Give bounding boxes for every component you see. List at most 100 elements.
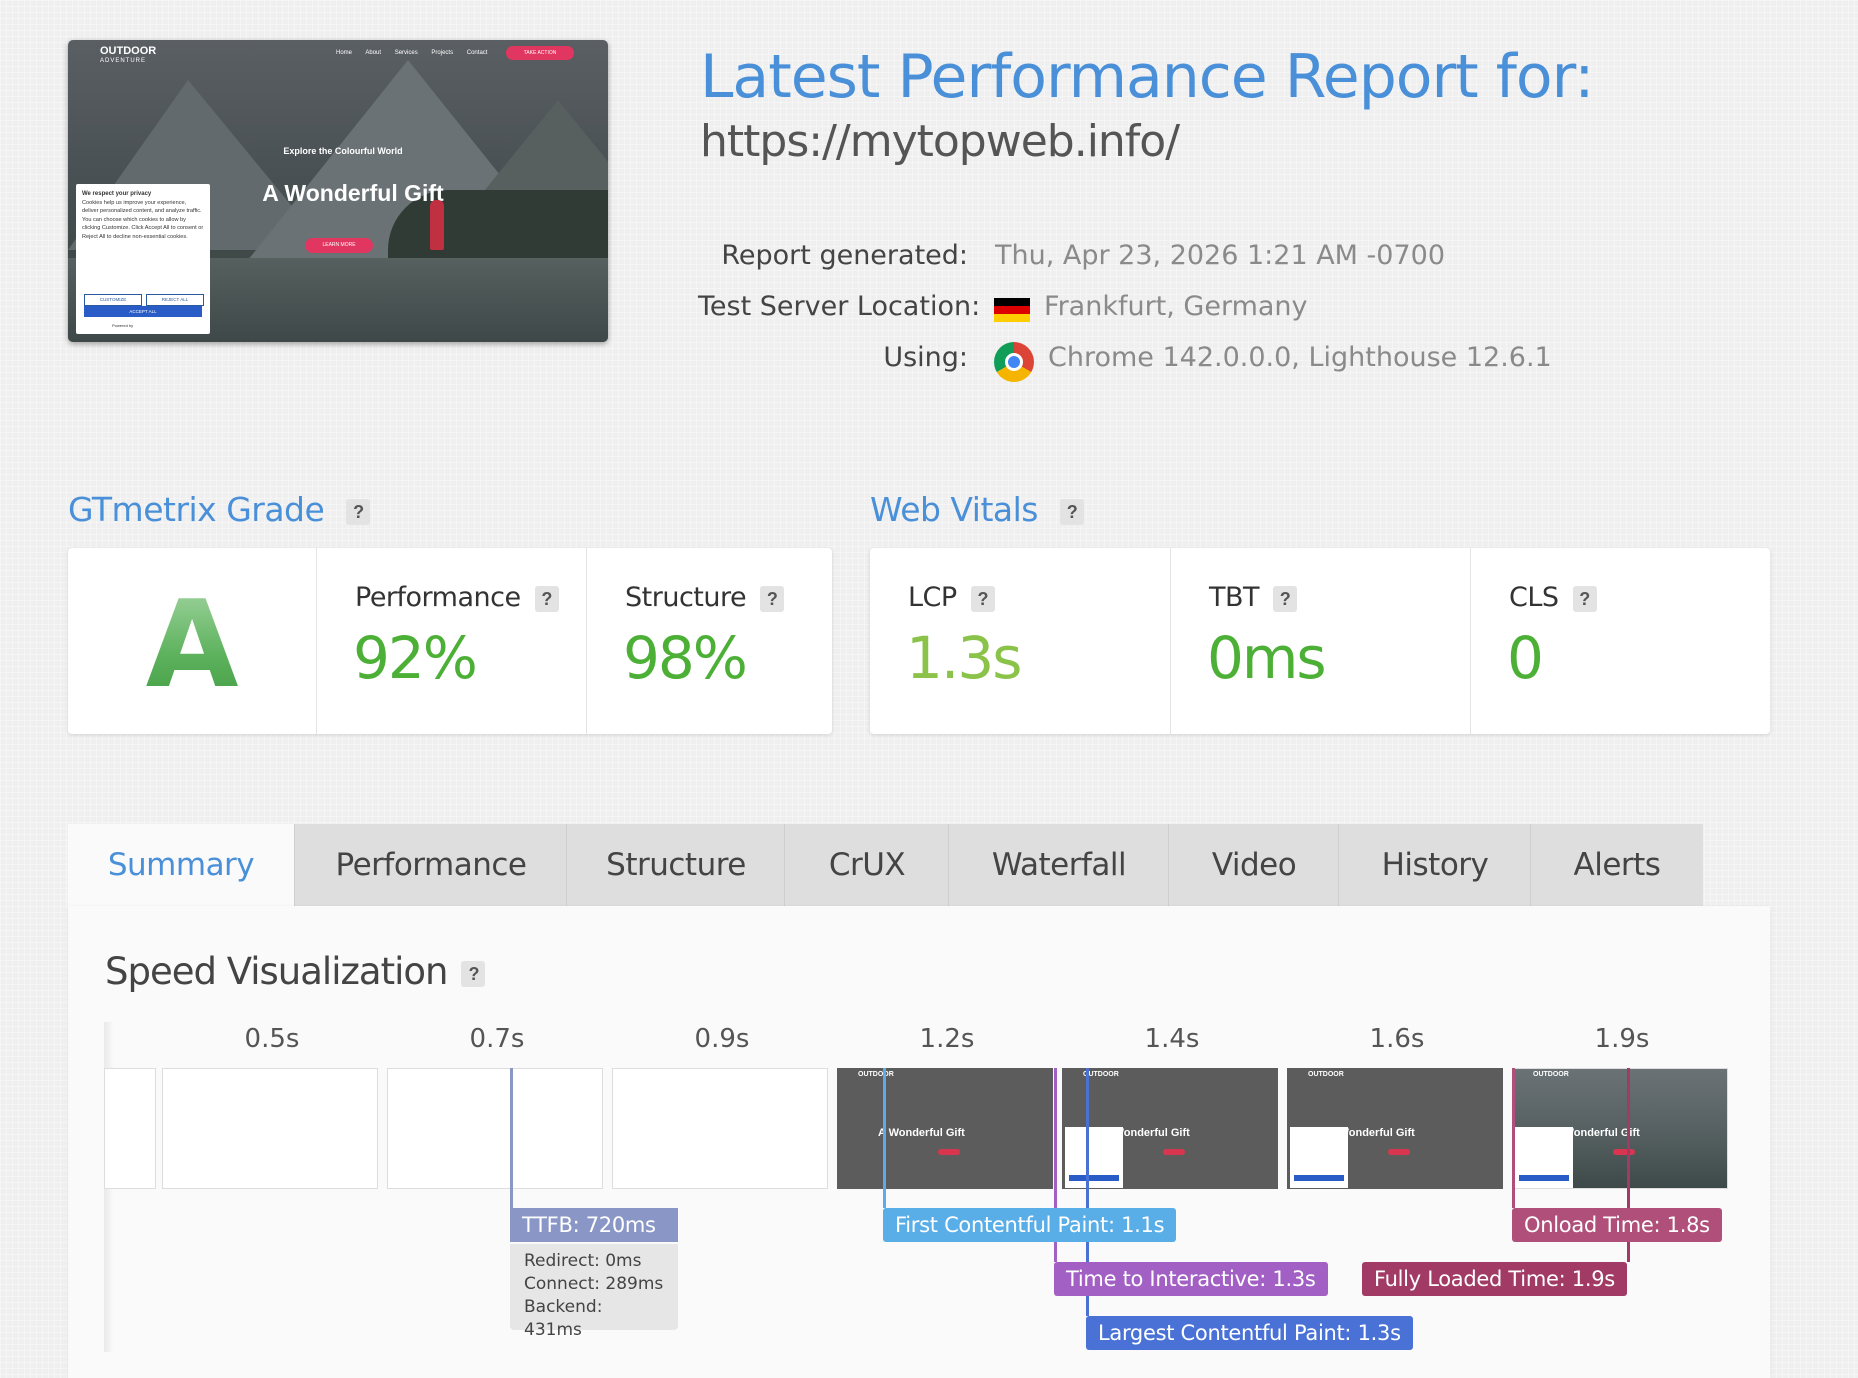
tab-performance[interactable]: Performance [294,824,567,906]
structure-label: Structure? [625,582,785,613]
tab-crux[interactable]: CrUX [784,824,949,906]
thumb-logo: OUTDOOR ADVENTURE [100,45,157,65]
cls-label-text: CLS [1509,582,1559,613]
thumb-cookie-reject: REJECT ALL [146,294,204,306]
thumb-hero-title: A Wonderful Gift [262,180,444,206]
help-icon[interactable]: ? [970,585,995,612]
tab-alerts[interactable]: Alerts [1530,824,1703,906]
web-vitals-card: LCP? 1.3s TBT? 0ms CLS? 0 [870,548,1770,734]
frame-logo: OUTDOOR [1308,1071,1344,1078]
performance-label-text: Performance [355,582,521,613]
tti-marker-line [1054,1068,1057,1262]
gtmetrix-grade-title: GTmetrix Grade [68,490,325,529]
using-value: Chrome 142.0.0.0, Lighthouse 12.6.1 [1048,342,1552,373]
tbt-label-text: TBT [1209,582,1260,613]
ttfb-redirect: Redirect: 0ms [524,1251,642,1271]
ttfb-backend: Backend: 431ms [524,1297,603,1340]
filmstrip-frame[interactable]: OUTDOOR A Wonderful Gift [837,1068,1053,1189]
performance-value: 92% [353,624,478,692]
fully-loaded-label[interactable]: Fully Loaded Time: 1.9s [1362,1262,1627,1296]
test-location-value: Frankfurt, Germany [1044,291,1308,322]
report-url[interactable]: https://mytopweb.info/ [700,116,1180,167]
filmstrip-frame[interactable] [104,1068,156,1189]
ttfb-marker-line [510,1068,513,1208]
timeline-tick: 0.9s [694,1024,750,1054]
speed-visualization-title: Speed Visualization [105,950,448,993]
person-figure [430,200,444,250]
thumb-learn-more: LEARN MORE [305,238,373,253]
lcp-label: LCP? [908,582,995,613]
gtmetrix-grade-heading: GTmetrix Grade ? [68,490,371,529]
frame-logo: OUTDOOR [858,1071,894,1078]
thumb-cookie-title: We respect your privacy [82,191,152,197]
thumb-cookie-text: Cookies help us improve your experience,… [82,199,204,240]
performance-label: Performance? [355,582,559,613]
fcp-label[interactable]: First Contentful Paint: 1.1s [883,1208,1177,1242]
filmstrip-frame[interactable] [387,1068,603,1189]
help-icon[interactable]: ? [461,960,486,987]
help-icon[interactable]: ? [1273,585,1298,612]
help-icon[interactable]: ? [346,498,371,525]
grade-card: A Performance? 92% Structure? 98% [68,548,832,734]
flag-stripe [994,298,1030,306]
filmstrip-frame[interactable] [162,1068,378,1189]
filmstrip-frame[interactable]: OUTDOOR A Wonderful Gift [1287,1068,1503,1189]
fully-loaded-marker-line [1627,1068,1630,1262]
ttfb-connect: Connect: 289ms [524,1274,664,1294]
germany-flag-icon [994,298,1030,322]
ttfb-details: Redirect: 0ms Connect: 289ms Backend: 43… [510,1244,678,1340]
frame-hero-text: A Wonderful Gift [1328,1127,1415,1139]
timeline-tick: 1.6s [1369,1024,1425,1054]
lcp-cell: LCP? 1.3s [870,548,1170,734]
tbt-cell: TBT? 0ms [1170,548,1471,734]
thumb-nav-item: Home [336,50,353,56]
help-icon[interactable]: ? [1572,585,1597,612]
frame-hero-text: A Wonderful Gift [1553,1127,1640,1139]
timeline-tick: 1.9s [1594,1024,1650,1054]
filmstrip-frame[interactable]: OUTDOOR A Wonderful Gift [1062,1068,1278,1189]
tab-summary[interactable]: Summary [68,824,294,906]
frame-logo: OUTDOOR [1533,1071,1569,1078]
cls-cell: CLS? 0 [1470,548,1771,734]
thumb-nav: Home About Services Projects Contact [336,50,499,56]
frame-hero-text: A Wonderful Gift [878,1127,965,1139]
help-icon[interactable]: ? [1059,498,1084,525]
cls-label: CLS? [1509,582,1597,613]
using-label: Using: [883,342,968,373]
frame-button [938,1149,960,1155]
thumb-cta: TAKE ACTION [506,46,574,60]
timeline-tick: 1.2s [919,1024,975,1054]
thumb-cookie-banner: We respect your privacy Cookies help us … [76,184,210,334]
frame-cookie-banner [1515,1127,1573,1188]
report-generated-value: Thu, Apr 23, 2026 1:21 AM -0700 [995,240,1446,271]
ttfb-label[interactable]: TTFB: 720ms [510,1208,678,1242]
tab-history[interactable]: History [1338,824,1531,906]
tab-waterfall[interactable]: Waterfall [948,824,1169,906]
lcp-label[interactable]: Largest Contentful Paint: 1.3s [1086,1316,1413,1350]
timeline-tick: 0.5s [244,1024,300,1054]
tab-structure[interactable]: Structure [566,824,785,906]
tti-label[interactable]: Time to Interactive: 1.3s [1054,1262,1328,1296]
web-vitals-heading: Web Vitals ? [870,490,1084,529]
help-icon[interactable]: ? [760,585,785,612]
filmstrip-frame[interactable] [612,1068,828,1189]
frame-hero-text: A Wonderful Gift [1103,1127,1190,1139]
lcp-marker-line [1086,1068,1089,1316]
report-tabs: Summary Performance Structure CrUX Water… [68,824,1704,906]
help-icon[interactable]: ? [534,585,559,612]
flag-stripe [994,306,1030,314]
report-generated-label: Report generated: [721,240,968,271]
tbt-value: 0ms [1207,624,1327,692]
timeline-tick: 0.7s [469,1024,525,1054]
lcp-label-text: LCP [908,582,957,613]
frame-cookie-banner [1290,1127,1348,1188]
thumb-nav-item: Projects [431,50,454,56]
timeline-tick: 1.4s [1144,1024,1200,1054]
tab-video[interactable]: Video [1168,824,1339,906]
frame-cookie-banner [1065,1127,1123,1188]
filmstrip-frame[interactable]: OUTDOOR A Wonderful Gift [1512,1068,1728,1189]
test-location-label: Test Server Location: [698,291,981,322]
thumb-cookie-accept: ACCEPT ALL [84,306,202,317]
site-screenshot-thumbnail[interactable]: OUTDOOR ADVENTURE Home About Services Pr… [68,40,608,342]
onload-label[interactable]: Onload Time: 1.8s [1512,1208,1722,1242]
